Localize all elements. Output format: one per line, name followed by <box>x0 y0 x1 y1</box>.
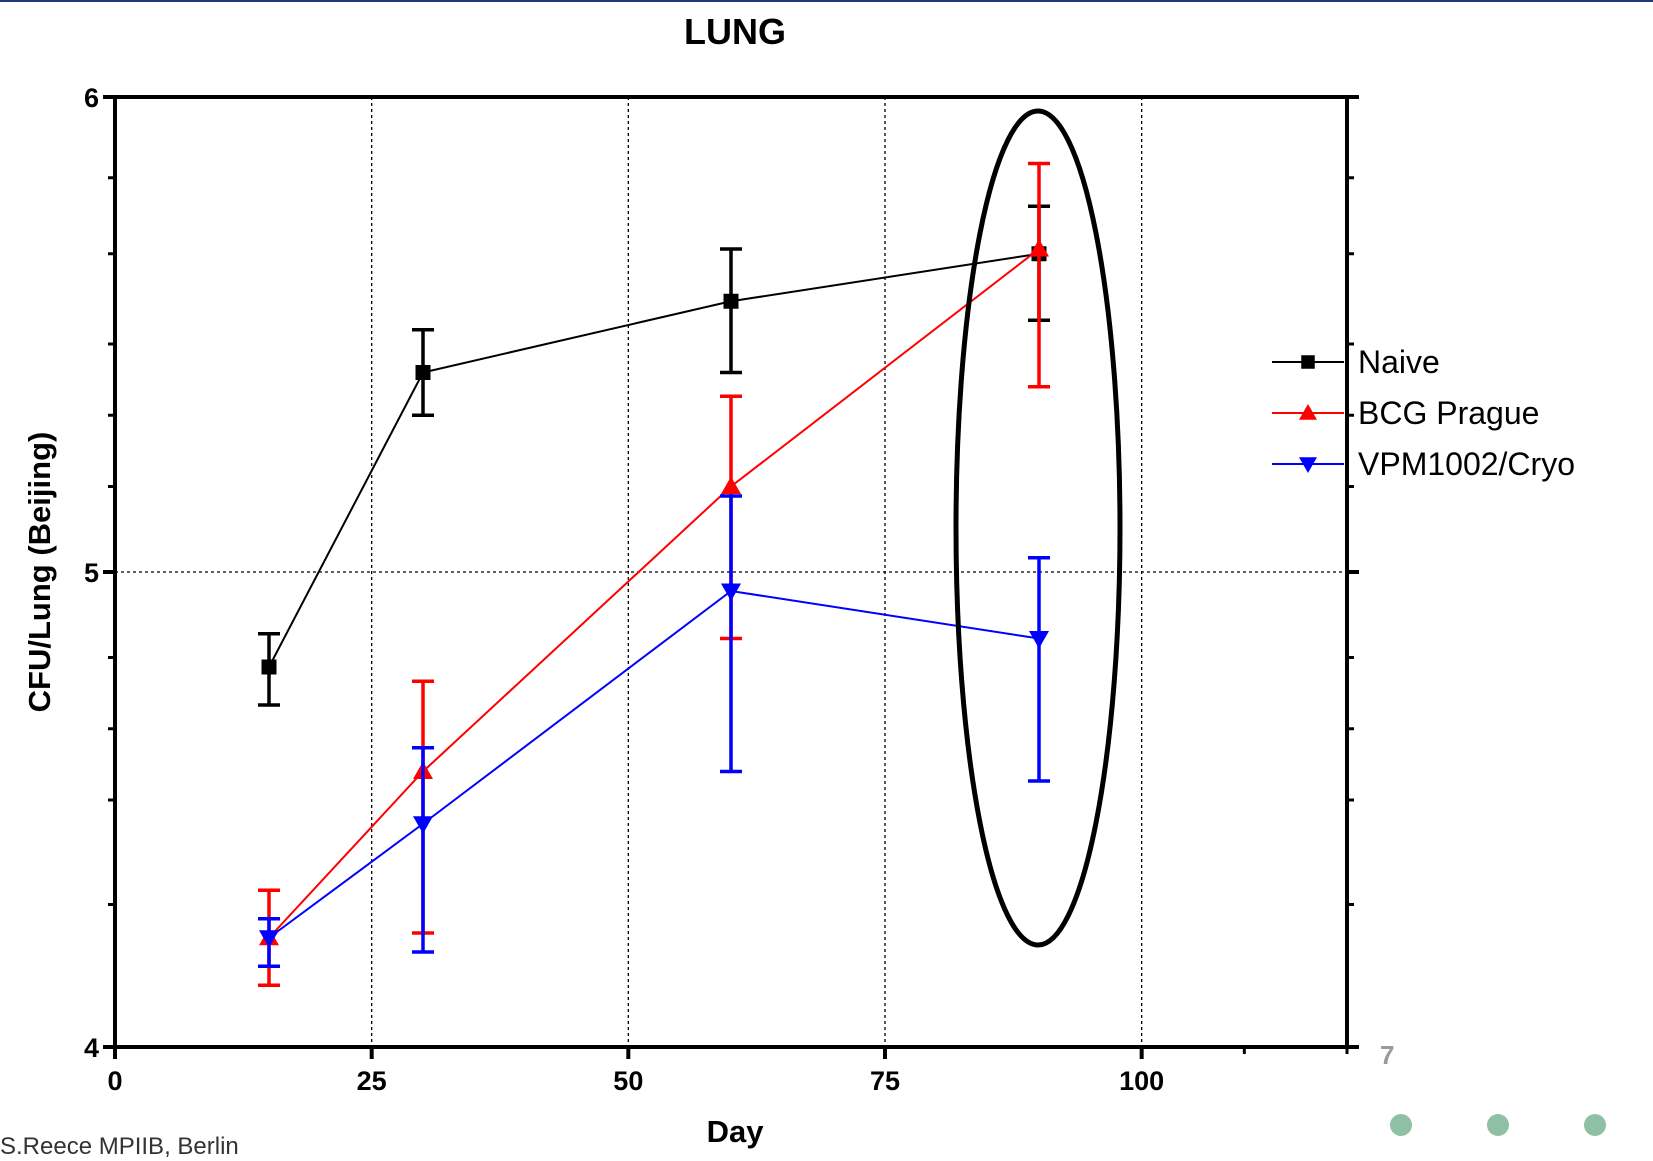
decorative-dot <box>1584 1114 1606 1136</box>
legend: Naive BCG Prague VPM1002/Cryo <box>1272 344 1575 482</box>
y-tick-label: 5 <box>84 558 99 588</box>
slide-credit: S.Reece MPIIB, Berlin <box>0 1133 239 1160</box>
highlight-ellipse <box>953 108 1123 948</box>
series-line <box>268 248 1040 939</box>
data-point <box>259 930 279 948</box>
legend-marker <box>1299 457 1317 473</box>
legend-label: Naive <box>1358 344 1440 380</box>
series-naive <box>258 204 1050 707</box>
y-tick-label: 6 <box>84 83 99 113</box>
x-tick-label: 25 <box>357 1066 387 1096</box>
data-point <box>723 293 739 309</box>
y-tick-label: 4 <box>84 1033 99 1063</box>
gridlines <box>115 97 1347 1047</box>
decorative-dot <box>1487 1114 1509 1136</box>
data-point <box>1029 631 1049 649</box>
chart-title: LUNG <box>684 11 786 52</box>
series-vpm1002-cryo <box>258 494 1050 968</box>
legend-marker <box>1301 355 1315 369</box>
x-tick-label: 50 <box>613 1066 643 1096</box>
legend-marker <box>1299 404 1317 420</box>
data-point <box>413 816 433 834</box>
slide-top-rule <box>0 0 1653 2</box>
series-line <box>268 589 1040 939</box>
series-bcg-prague <box>258 161 1050 987</box>
x-tick-label: 75 <box>870 1066 900 1096</box>
data-point <box>261 659 277 675</box>
legend-label: BCG Prague <box>1358 395 1539 431</box>
slide-page-number: 7 <box>1380 1040 1395 1070</box>
series-layer <box>258 161 1050 987</box>
data-point <box>721 476 741 494</box>
y-axis-label: CFU/Lung (Beijing) <box>22 432 57 713</box>
x-tick-label: 0 <box>107 1066 122 1096</box>
data-point <box>1029 239 1049 257</box>
axes: 0 25 50 75 100 4 5 6 <box>84 83 1359 1096</box>
series-line <box>268 252 1040 668</box>
data-point <box>415 365 431 380</box>
x-axis-label: Day <box>707 1114 765 1149</box>
legend-label: VPM1002/Cryo <box>1358 446 1575 482</box>
decorative-dot <box>1390 1114 1412 1136</box>
data-point <box>721 583 741 601</box>
x-tick-label: 100 <box>1119 1066 1164 1096</box>
